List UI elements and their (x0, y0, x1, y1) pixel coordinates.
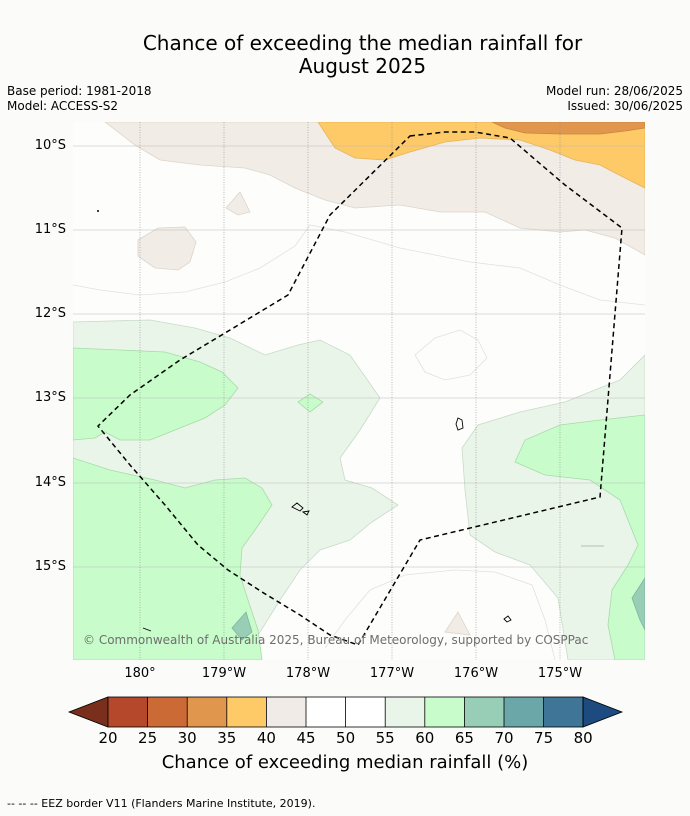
colorbar-swatch-30-35 (187, 697, 227, 727)
colorbar-dividers (147, 697, 544, 727)
colorbar-tick-25: 25 (138, 729, 158, 747)
model-name: Model: ACCESS-S2 (7, 99, 119, 113)
colorbar-tick-35: 35 (217, 729, 237, 747)
colorbar-swatch-25-30 (147, 697, 188, 727)
colorbar-tick-60: 60 (415, 729, 435, 747)
island-sliver (142, 627, 152, 632)
base-period: Base period: 1981-2018 (7, 84, 152, 98)
region-40-45-north (104, 122, 645, 256)
lon-label-177w: 177°W (369, 666, 415, 681)
region-65-70-east (631, 577, 645, 631)
lat-label-15s: 15°S (34, 559, 66, 574)
colorbar-tick-55: 55 (375, 729, 395, 747)
contour-line-north (73, 224, 645, 306)
copyright-notice: © Commonwealth of Australia 2025, Bureau… (83, 633, 589, 647)
lon-label-178w: 178°W (285, 666, 331, 681)
lat-label-11s: 11°S (34, 222, 66, 237)
colorbar-swatch-60-65 (424, 697, 465, 727)
meta-right: Model run: 28/06/2025 Issued: 30/06/2025 (546, 84, 683, 114)
region-65-70-west (231, 611, 253, 641)
colorbar-tick-50: 50 (336, 729, 356, 747)
model-run: Model run: 28/06/2025 (545, 84, 683, 98)
colorbar-tick-70: 70 (494, 729, 514, 747)
latitude-gridlines (73, 145, 645, 568)
region-40-45-patch-c (444, 611, 471, 636)
issued-date: Issued: 30/06/2025 (567, 99, 683, 113)
colorbar-tick-45: 45 (296, 729, 316, 747)
colorbar-tick-20: 20 (98, 729, 118, 747)
colorbar-swatch-55-60 (385, 697, 425, 727)
region-60-65-southwest (73, 457, 273, 660)
colorbar (67, 696, 624, 728)
longitude-gridlines (139, 122, 561, 660)
region-40-45-patch-a (137, 226, 197, 271)
meta-left: Base period: 1981-2018 Model: ACCESS-S2 (7, 84, 152, 114)
eez-border (96, 131, 623, 646)
colorbar-swatch-45-50 (306, 697, 346, 727)
contour-line-center (414, 329, 488, 381)
island-dot (97, 210, 99, 212)
lat-label-13s: 13°S (34, 390, 66, 405)
island-futuna (291, 502, 310, 516)
lat-label-12s: 12°S (34, 306, 66, 321)
lon-label-179w: 179°W (201, 666, 247, 681)
map-title-line-1: Chance of exceeding the median rainfall … (142, 31, 583, 55)
colorbar-swatch-20-25 (108, 697, 148, 727)
colorbar-tick-40: 40 (256, 729, 276, 747)
colorbar-extend-low (67, 696, 109, 728)
colorbar-tick-65: 65 (454, 729, 474, 747)
lon-label-176w: 176°W (453, 666, 499, 681)
colorbar-extend-high (582, 696, 624, 728)
island-small (503, 615, 512, 623)
eez-footnote: -- -- -- EEZ border V11 (Flanders Marine… (7, 797, 316, 810)
colorbar-swatch-40-45 (266, 697, 306, 727)
lat-label-10s: 10°S (34, 138, 66, 153)
contour-line-south (324, 569, 556, 660)
colorbar-swatch-70-75 (504, 697, 544, 727)
region-60-65-east (514, 414, 645, 660)
colorbar-swatch-75-80 (543, 697, 584, 727)
lon-label-180: 180° (124, 666, 156, 681)
colorbar-tick-30: 30 (177, 729, 197, 747)
region-35-40 (317, 122, 645, 189)
colorbar-tick-80: 80 (573, 729, 593, 747)
colorbar-title: Chance of exceeding median rainfall (%) (161, 752, 529, 773)
region-60-65-diamond (297, 393, 324, 413)
colorbar-swatch-35-40 (226, 697, 267, 727)
map-title-line-2: August 2025 (298, 54, 427, 78)
lat-label-14s: 14°S (34, 475, 66, 490)
region-40-45-patch-b (225, 191, 251, 216)
lon-label-175w: 175°W (537, 666, 583, 681)
colorbar-tick-75: 75 (534, 729, 554, 747)
colorbar-swatch-50-55 (345, 697, 386, 727)
region-30-35 (491, 122, 645, 135)
colorbar-swatch-65-70 (464, 697, 504, 727)
map-area (73, 122, 645, 660)
island-uvea (455, 417, 464, 431)
region-60-65-west (73, 347, 239, 441)
